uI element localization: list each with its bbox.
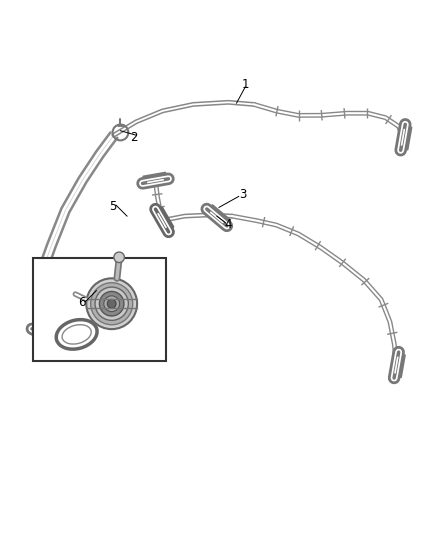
Bar: [33, 258, 166, 361]
Text: 1: 1: [241, 78, 249, 91]
Circle shape: [99, 292, 124, 316]
Circle shape: [114, 252, 124, 263]
Text: 6: 6: [78, 296, 86, 309]
Circle shape: [86, 278, 137, 329]
Ellipse shape: [62, 325, 91, 344]
Circle shape: [91, 282, 133, 325]
Circle shape: [95, 287, 128, 320]
Circle shape: [107, 300, 116, 308]
Text: 3: 3: [240, 188, 247, 201]
Text: 2: 2: [130, 131, 138, 144]
Text: 4: 4: [224, 219, 232, 231]
Text: 5: 5: [110, 199, 117, 213]
Circle shape: [104, 296, 120, 312]
